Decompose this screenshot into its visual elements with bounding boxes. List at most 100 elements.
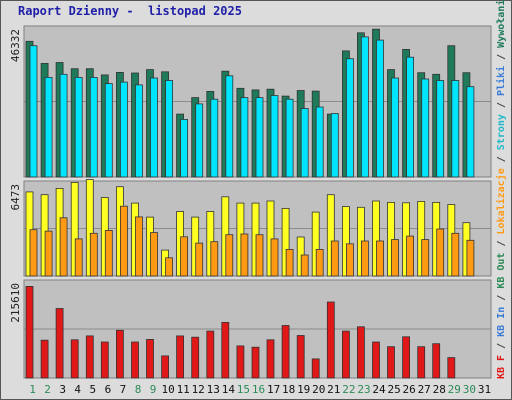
side-legend-part: /	[496, 289, 507, 307]
hits-panel-pages-bar-day-9	[150, 77, 158, 178]
kbf-panel-kbf-bar-day-18	[281, 325, 290, 379]
files-panel-hits-bar-day-2	[44, 230, 53, 277]
x-tick-label-day-23: 23	[357, 383, 370, 396]
x-tick-label-day-31: 31	[478, 383, 491, 396]
kbf-panel-kbf-bar-day-8	[131, 341, 139, 379]
side-legend-part: /	[496, 234, 507, 252]
files-panel-hits-bar-day-15	[240, 233, 249, 277]
hits-panel-pages-bar-day-18	[285, 98, 294, 178]
hits-panel-pages-bar-day-26	[406, 56, 415, 178]
hits-panel-pages-bar-day-8	[135, 84, 143, 178]
files-panel-hits-bar-day-6	[104, 229, 113, 277]
files-panel-files-bar-day-4	[70, 181, 79, 277]
hits-panel-pages-bar-day-5	[89, 77, 98, 178]
x-tick-label-day-28: 28	[433, 383, 446, 396]
files-panel-hits-bar-day-16	[255, 234, 264, 277]
hits-panel-pages-bar-day-14	[225, 75, 234, 178]
kbf-panel-kbf-bar-day-7	[116, 329, 124, 379]
kbf-panel-kbf-bar-day-23	[356, 326, 365, 379]
kbf-panel-kbf-bar-day-15	[236, 345, 245, 379]
files-panel-hits-bar-day-19	[300, 254, 309, 277]
hits-panel-pages-bar-day-17	[270, 95, 279, 178]
files-panel-hits-bar-day-14	[225, 234, 234, 277]
x-tick-label-day-25: 25	[387, 383, 400, 396]
side-legend-part: /	[496, 48, 507, 66]
hits-panel-pages-bar-day-25	[391, 77, 399, 178]
files-panel-files-bar-day-25	[387, 201, 395, 277]
kbf-panel-kbf-bar-day-5	[85, 335, 94, 379]
files-panel-hits-bar-day-9	[150, 232, 158, 277]
kbf-panel-kbf-bar-day-20	[311, 358, 320, 379]
files-panel-hits-bar-day-30	[466, 239, 475, 277]
kbf-panel-kbf-bar-day-29	[447, 357, 456, 379]
files-panel-hits-bar-day-13	[210, 241, 219, 277]
kbf-panel-kbf-bar-day-24	[372, 341, 380, 379]
kbf-panel-kbf-bar-day-1	[25, 285, 34, 379]
side-legend-part: Strony	[496, 114, 507, 150]
x-tick-label-day-16: 16	[252, 383, 265, 396]
hits-panel-pages-bar-day-27	[421, 78, 430, 178]
kbf-panel-kbf-bar-day-13	[206, 330, 215, 379]
hits-panel-pages-bar-day-1	[29, 45, 38, 178]
files-panel-hits-bar-day-7	[120, 205, 128, 277]
kbf-panel-kbf-bar-day-28	[432, 343, 441, 379]
kbf-panel-kbf-bar-day-21	[326, 301, 335, 379]
files-panel-hits-bar-day-12	[195, 242, 204, 277]
x-tick-label-day-2: 2	[44, 383, 51, 396]
x-tick-label-day-22: 22	[342, 383, 355, 396]
x-tick-label-day-14: 14	[222, 383, 236, 396]
files-panel-hits-bar-day-17	[270, 238, 279, 277]
side-legend-part: KB In	[496, 307, 507, 337]
kbf-panel-kbf-bar-day-4	[70, 339, 79, 379]
files-panel-hits-bar-day-10	[165, 257, 174, 277]
kbf-panel-kbf-bar-day-3	[55, 308, 64, 379]
kbf-panel-kbf-bar-day-6	[100, 341, 109, 379]
files-panel-hits-bar-day-22	[345, 243, 354, 277]
files-panel-files-bar-day-5	[85, 179, 94, 277]
hits-panel-pages-bar-day-3	[59, 73, 68, 178]
files-panel-hits-bar-day-25	[391, 239, 399, 277]
hits-panel-pages-bar-day-4	[74, 77, 83, 178]
x-tick-label-day-24: 24	[372, 383, 386, 396]
side-legend-part: /	[496, 150, 507, 168]
hits-panel-pages-bar-day-23	[360, 36, 369, 178]
x-tick-label-day-29: 29	[448, 383, 461, 396]
hits-panel-pages-bar-day-15	[240, 97, 249, 178]
side-legend-part: Wywołania	[495, 0, 507, 48]
x-tick-label-day-11: 11	[177, 383, 190, 396]
x-tick-label-day-12: 12	[192, 383, 205, 396]
files-panel-hits-bar-day-3	[59, 217, 68, 277]
x-tick-label-day-5: 5	[89, 383, 96, 396]
hits-panel-pages-bar-day-28	[436, 80, 445, 178]
files-panel-hits-bar-day-8	[135, 216, 143, 277]
files-panel-files-bar-day-24	[372, 200, 380, 277]
side-legend-part: Pliki	[495, 66, 507, 96]
hits-panel-pages-bar-day-20	[315, 106, 324, 178]
kbf-panel-kbf-bar-day-9	[146, 338, 154, 379]
hits-panel-pages-bar-day-11	[180, 119, 189, 178]
files-panel-files-bar-day-21	[326, 194, 335, 277]
hits-panel-pages-bar-day-22	[345, 58, 354, 178]
files-panel-hits-bar-day-1	[29, 229, 38, 277]
kbf-panel-kbf-bar-day-25	[387, 346, 395, 379]
files-panel-hits-bar-day-29	[451, 232, 460, 277]
kbf-panel-kbf-bar-day-17	[266, 339, 275, 379]
hits-panel-pages-bar-day-19	[300, 108, 309, 178]
x-tick-label-day-9: 9	[150, 383, 157, 396]
files-panel-files-bar-day-27	[417, 200, 426, 277]
hits-panel-pages-bar-day-6	[104, 83, 113, 178]
x-tick-label-day-7: 7	[120, 383, 127, 396]
kbf-panel-kbf-bar-day-22	[341, 330, 350, 379]
hits-panel-pages-bar-day-13	[210, 98, 219, 178]
kbf-panel-ymax-label: 215610	[9, 283, 22, 323]
side-legend-part: KB F	[496, 355, 507, 379]
kbf-panel-kbf-bar-day-10	[161, 355, 170, 379]
x-tick-label-day-21: 21	[327, 383, 340, 396]
page-title: Raport Dzienny - listopad 2025	[18, 4, 242, 18]
x-tick-label-day-19: 19	[297, 383, 310, 396]
files-panel-hits-bar-day-26	[406, 235, 415, 277]
x-tick-label-day-18: 18	[282, 383, 295, 396]
kbf-panel-kbf-bar-day-26	[402, 336, 411, 379]
x-tick-label-day-3: 3	[59, 383, 66, 396]
files-panel-ymax-label: 6473	[9, 184, 22, 211]
